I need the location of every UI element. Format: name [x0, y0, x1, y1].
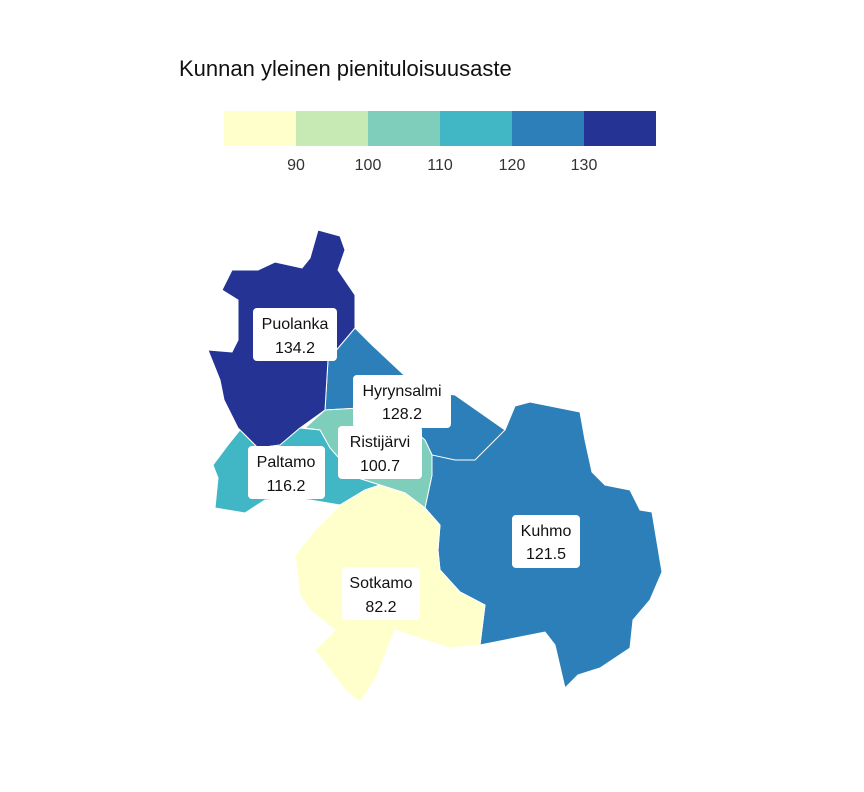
label-ristijarvi-box [338, 426, 422, 479]
label-sotkamo: Sotkamo 82.2 [342, 567, 420, 620]
legend-tick-90: 90 [287, 157, 305, 174]
label-hyrynsalmi-name: Hyrynsalmi [362, 383, 441, 400]
label-paltamo-box [248, 446, 325, 499]
legend-swatch-1 [224, 111, 296, 146]
legend-swatch-2 [296, 111, 368, 146]
label-hyrynsalmi-box [353, 375, 451, 428]
label-paltamo-name: Paltamo [257, 454, 316, 471]
legend-swatch-5 [512, 111, 584, 146]
label-ristijarvi-value: 100.7 [360, 458, 400, 475]
label-sotkamo-value: 82.2 [365, 599, 396, 616]
label-hyrynsalmi: Hyrynsalmi 128.2 [353, 375, 451, 428]
label-kuhmo-name: Kuhmo [521, 523, 572, 540]
label-puolanka: Puolanka 134.2 [253, 308, 337, 361]
label-puolanka-value: 134.2 [275, 340, 315, 357]
legend: 90 100 110 120 130 [224, 111, 656, 174]
legend-swatch-4 [440, 111, 512, 146]
label-paltamo-value: 116.2 [267, 478, 306, 495]
legend-tick-100: 100 [355, 157, 382, 174]
label-kuhmo-value: 121.5 [526, 546, 566, 563]
region-labels: Puolanka 134.2 Hyrynsalmi 128.2 Ristijär… [248, 308, 580, 620]
label-kuhmo: Kuhmo 121.5 [512, 515, 580, 568]
label-paltamo: Paltamo 116.2 [248, 446, 325, 499]
label-ristijarvi: Ristijärvi 100.7 [338, 426, 422, 479]
legend-swatch-3 [368, 111, 440, 146]
label-puolanka-box [253, 308, 337, 361]
map-title: Kunnan yleinen pienituloisuusaste [179, 56, 512, 81]
label-hyrynsalmi-value: 128.2 [382, 406, 422, 423]
label-puolanka-name: Puolanka [262, 316, 329, 333]
legend-tick-110: 110 [427, 157, 453, 174]
label-kuhmo-box [512, 515, 580, 568]
legend-tick-120: 120 [499, 157, 526, 174]
legend-swatch-6 [584, 111, 656, 146]
label-sotkamo-name: Sotkamo [349, 575, 412, 592]
legend-tick-130: 130 [571, 157, 598, 174]
label-sotkamo-box [342, 567, 420, 620]
label-ristijarvi-name: Ristijärvi [350, 434, 410, 451]
